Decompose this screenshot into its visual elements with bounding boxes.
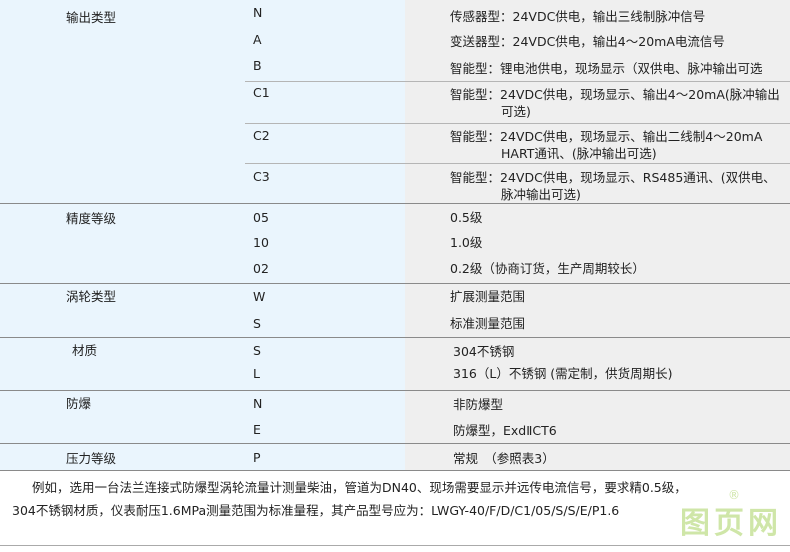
code-cell: C1 [253, 85, 270, 100]
code-cell: S [253, 343, 261, 358]
row-divider [245, 163, 790, 164]
group-divider [0, 337, 790, 338]
group-label-pressure: 压力等级 [66, 451, 117, 466]
code-cell: P [253, 450, 261, 465]
code-cell: 10 [253, 235, 269, 250]
group-divider [0, 443, 790, 444]
desc-cell: 0.5级 [450, 210, 483, 225]
group-label-explosion-proof: 防爆 [66, 396, 92, 411]
group-divider [0, 390, 790, 391]
desc-cell: 传感器型：24VDC供电，输出三线制脉冲信号 [450, 9, 706, 24]
desc-cell: 标准测量范围 [450, 316, 526, 331]
group-divider [0, 203, 790, 204]
desc-cell: 1.0级 [450, 235, 483, 250]
bottom-divider [0, 545, 790, 546]
code-cell: N [253, 5, 263, 20]
example-line-1: 例如，选用一台法兰连接式防爆型涡轮流量计测量柴油，管道为DN40、现场需要显示并… [32, 480, 687, 495]
code-cell: B [253, 58, 262, 73]
group-divider [0, 283, 790, 284]
code-cell: L [253, 366, 260, 381]
desc-cell: 非防爆型 [453, 397, 504, 412]
group-divider [0, 470, 790, 471]
code-cell: N [253, 396, 263, 411]
group-label-output-type: 输出类型 [66, 10, 117, 25]
group-label-turbine: 涡轮类型 [66, 289, 117, 304]
desc-cell: 智能型：24VDC供电，现场显示、输出二线制4～20mA [450, 129, 763, 144]
watermark-logo: 图页网 [680, 506, 782, 541]
desc-cell-cont: 可选) [501, 104, 531, 119]
desc-cell: 智能型：24VDC供电，现场显示、输出4～20mA(脉冲输出 [450, 87, 780, 102]
row-divider [245, 81, 790, 82]
code-cell: 05 [253, 210, 269, 225]
registered-mark: ® [728, 488, 740, 502]
code-cell: C3 [253, 169, 270, 184]
code-cell: S [253, 316, 261, 331]
desc-cell: 防爆型，ExdⅡCT6 [453, 423, 557, 438]
desc-cell-cont: HART通讯、(脉冲输出可选) [501, 146, 657, 161]
desc-cell: 智能型：24VDC供电，现场显示、RS485通讯、(双供电、 [450, 170, 776, 185]
desc-cell-cont: 脉冲输出可选) [501, 187, 581, 202]
code-cell: E [253, 422, 261, 437]
desc-cell: 扩展测量范围 [450, 289, 526, 304]
desc-cell: 变送器型：24VDC供电，输出4～20mA电流信号 [450, 34, 725, 49]
code-cell: 02 [253, 261, 269, 276]
code-column-background [0, 0, 405, 470]
row-divider [245, 123, 790, 124]
description-column-background [405, 0, 790, 470]
desc-cell: 常规 （参照表3） [453, 451, 555, 466]
code-cell: W [253, 289, 266, 304]
code-cell: A [253, 32, 262, 47]
desc-cell: 304不锈钢 [453, 344, 515, 359]
example-line-2: 304不锈钢材质，仪表耐压1.6MPa测量范围为标准量程，其产品型号应为：LWG… [12, 503, 620, 518]
group-label-accuracy: 精度等级 [66, 211, 117, 226]
desc-cell: 0.2级（协商订货，生产周期较长） [450, 261, 645, 276]
group-label-material: 材质 [72, 343, 98, 358]
desc-cell: 316（L）不锈钢 (需定制，供货周期长) [453, 366, 673, 381]
desc-cell: 智能型：锂电池供电，现场显示（双供电、脉冲输出可选 [450, 61, 763, 76]
code-cell: C2 [253, 128, 270, 143]
